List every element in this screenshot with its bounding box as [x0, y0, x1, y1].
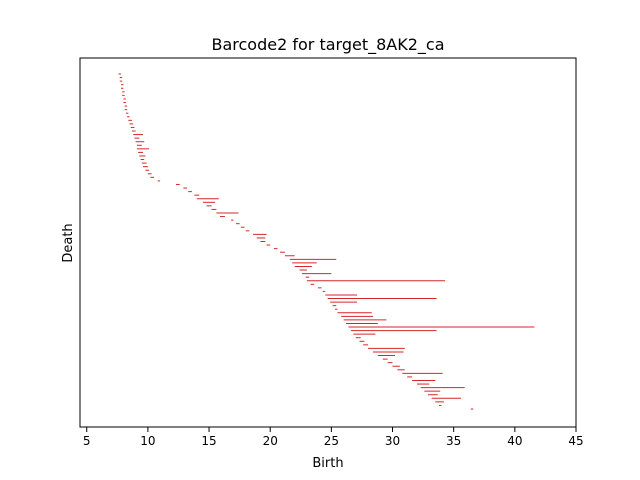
chart-title: Barcode2 for target_8AK2_ca: [212, 35, 445, 55]
x-tick-label: 30: [385, 434, 400, 448]
barcode-bars: [118, 73, 535, 410]
x-tick-label: 20: [263, 434, 278, 448]
x-tick-label: 45: [568, 434, 583, 448]
x-tick-label: 10: [140, 434, 155, 448]
x-axis-ticks: 5 10 15 20 25 30 35 40 45: [83, 427, 584, 448]
y-axis-label: Death: [61, 223, 76, 262]
x-tick-label: 15: [201, 434, 216, 448]
x-tick-label: 5: [83, 434, 91, 448]
x-axis-label: Birth: [312, 456, 343, 471]
plot-frame: [79, 57, 577, 428]
x-tick-label: 40: [507, 434, 522, 448]
x-tick-label: 35: [446, 434, 461, 448]
x-tick-label: 25: [324, 434, 339, 448]
